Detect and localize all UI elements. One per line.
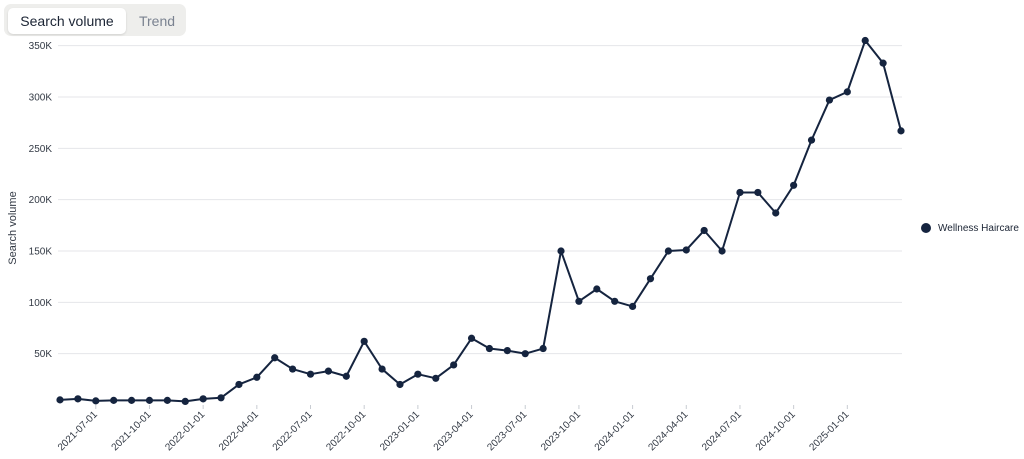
data-point[interactable] (790, 181, 798, 189)
data-point[interactable] (324, 367, 332, 375)
data-point[interactable] (718, 247, 726, 255)
data-point[interactable] (306, 370, 315, 378)
view-toggle: Search volume Trend (4, 4, 186, 36)
data-point[interactable] (879, 59, 887, 67)
data-point[interactable] (754, 188, 762, 197)
data-point[interactable] (432, 374, 440, 382)
x-tick-label: 2022-10-01 (324, 409, 368, 453)
x-tick-label: 2021-07-01 (56, 409, 100, 453)
data-point[interactable] (56, 396, 64, 404)
x-tick-label: 2024-04-01 (646, 409, 690, 453)
data-point[interactable] (664, 247, 672, 255)
y-tick-label: 200K (29, 195, 53, 206)
data-point[interactable] (145, 396, 154, 404)
data-point[interactable] (199, 395, 207, 403)
x-tick-label: 2022-01-01 (163, 409, 207, 453)
x-tick-label: 2022-04-01 (217, 409, 261, 453)
data-point[interactable] (521, 350, 529, 358)
data-point[interactable] (110, 396, 118, 404)
legend-marker (921, 223, 931, 233)
data-point[interactable] (74, 395, 82, 403)
x-tick-label: 2023-04-01 (432, 409, 476, 453)
data-point[interactable] (825, 96, 834, 104)
x-tick-label: 2021-10-01 (110, 409, 154, 453)
data-point[interactable] (807, 136, 816, 144)
data-point[interactable] (378, 365, 386, 373)
data-point[interactable] (235, 380, 243, 389)
tab-trend[interactable]: Trend (130, 8, 184, 34)
series-line-wellness-haircare (59, 39, 902, 403)
grid-lines (58, 45, 902, 355)
series-points (56, 36, 905, 406)
data-point[interactable] (557, 247, 565, 255)
data-point[interactable] (646, 275, 655, 283)
x-tick-label: 2023-07-01 (485, 409, 529, 453)
data-point[interactable] (861, 36, 869, 45)
data-point[interactable] (593, 285, 601, 293)
data-point[interactable] (575, 297, 583, 305)
x-tick-label: 2024-10-01 (754, 409, 798, 453)
legend[interactable]: Wellness Haircare (921, 223, 1019, 234)
data-point[interactable] (450, 361, 458, 369)
x-tick-label: 2024-07-01 (700, 409, 744, 453)
data-point[interactable] (897, 127, 905, 135)
data-point[interactable] (682, 246, 690, 254)
x-tick-label: 2023-01-01 (378, 409, 422, 453)
x-tick-label: 2024-01-01 (593, 409, 637, 453)
data-point[interactable] (217, 394, 225, 402)
data-point[interactable] (629, 302, 637, 311)
data-point[interactable] (414, 370, 422, 378)
data-point[interactable] (92, 397, 100, 405)
data-point[interactable] (611, 297, 619, 305)
x-tick-label: 2025-01-01 (807, 409, 851, 453)
y-axis-label: Search volume (7, 191, 19, 264)
data-point[interactable] (485, 344, 494, 353)
y-tick-label: 100K (29, 298, 53, 309)
data-point[interactable] (736, 188, 744, 197)
y-tick-label: 250K (29, 144, 53, 155)
data-point[interactable] (843, 88, 851, 96)
data-point[interactable] (163, 396, 171, 404)
x-axis-ticks: 2021-07-01 2021-10-01 2022-01-01 2022-04-01… (56, 405, 852, 453)
x-tick-label: 2023-10-01 (539, 409, 583, 453)
x-tick-label: 2022-07-01 (271, 409, 315, 453)
data-point[interactable] (289, 365, 297, 373)
data-point[interactable] (539, 344, 547, 353)
data-point[interactable] (360, 337, 368, 345)
y-tick-label: 50K (34, 349, 52, 360)
tab-search-volume[interactable]: Search volume (8, 8, 126, 34)
data-point[interactable] (181, 397, 189, 406)
data-point[interactable] (467, 334, 476, 342)
data-point[interactable] (342, 372, 350, 380)
data-point[interactable] (127, 396, 136, 404)
data-point[interactable] (271, 354, 279, 362)
data-point[interactable] (503, 346, 511, 355)
data-point[interactable] (772, 209, 780, 217)
y-tick-label: 350K (29, 41, 53, 52)
y-tick-label: 150K (29, 247, 53, 258)
data-point[interactable] (396, 380, 404, 389)
legend-label: Wellness Haircare (938, 223, 1019, 234)
data-point[interactable] (253, 373, 261, 381)
y-axis-ticks: 50K 100K 150K 200K 250K 300K 350K (29, 41, 53, 360)
data-point[interactable] (700, 226, 708, 235)
y-tick-label: 300K (29, 93, 53, 104)
